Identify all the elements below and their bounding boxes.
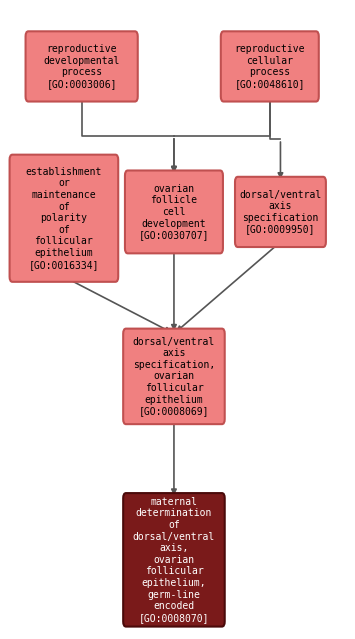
FancyBboxPatch shape [26,31,138,102]
FancyBboxPatch shape [125,171,223,253]
FancyBboxPatch shape [10,155,118,282]
FancyBboxPatch shape [221,31,319,102]
FancyBboxPatch shape [123,328,225,424]
Text: ovarian
follicle
cell
development
[GO:0030707]: ovarian follicle cell development [GO:00… [139,184,209,240]
Text: reproductive
cellular
process
[GO:0048610]: reproductive cellular process [GO:004861… [235,44,305,89]
Text: dorsal/ventral
axis
specification
[GO:0009950]: dorsal/ventral axis specification [GO:00… [239,190,322,235]
Text: maternal
determination
of
dorsal/ventral
axis,
ovarian
follicular
epithelium,
ge: maternal determination of dorsal/ventral… [133,497,215,623]
Text: establishment
or
maintenance
of
polarity
of
follicular
epithelium
[GO:0016334]: establishment or maintenance of polarity… [26,167,102,270]
Text: dorsal/ventral
axis
specification,
ovarian
follicular
epithelium
[GO:0008069]: dorsal/ventral axis specification, ovari… [133,337,215,416]
FancyBboxPatch shape [123,493,225,627]
Text: reproductive
developmental
process
[GO:0003006]: reproductive developmental process [GO:0… [43,44,120,89]
FancyBboxPatch shape [235,177,326,247]
